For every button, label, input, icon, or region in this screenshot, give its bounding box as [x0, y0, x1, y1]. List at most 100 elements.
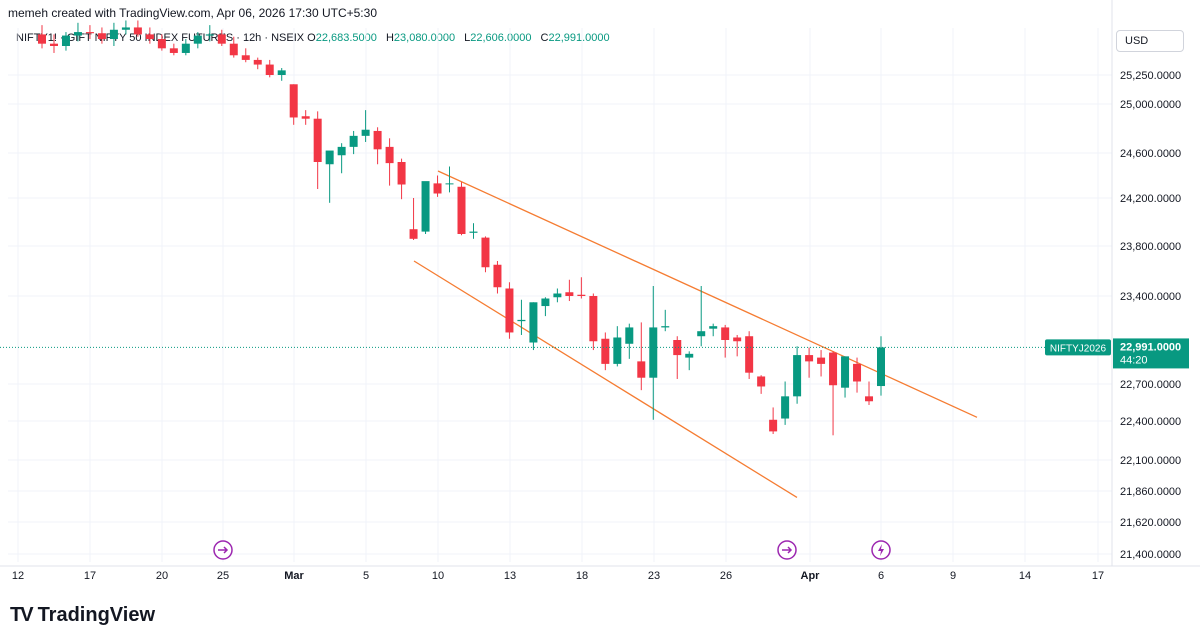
y-tick-label: 24,600.0000	[1120, 148, 1181, 160]
x-tick-label: 5	[363, 570, 369, 582]
price-tag-countdown: 44:20	[1120, 354, 1148, 366]
candle	[433, 175, 442, 197]
price-tag-symbol: NIFTYJ2026	[1050, 343, 1107, 354]
candle-body	[38, 34, 46, 44]
y-tick-label: 21,620.0000	[1120, 517, 1181, 529]
x-tick-label: 25	[217, 570, 229, 582]
candle-body	[505, 288, 514, 333]
candle-body	[373, 130, 382, 150]
candle-body	[145, 34, 154, 40]
legend-high-label: H	[385, 32, 394, 44]
candle-body	[361, 129, 370, 136]
candle-body	[469, 231, 478, 233]
candle	[829, 351, 838, 436]
candle-body	[397, 162, 406, 185]
candle	[589, 293, 598, 351]
candle	[397, 158, 406, 200]
candle	[373, 127, 382, 165]
candle-body	[313, 118, 322, 162]
candle-body	[733, 337, 742, 342]
tradingview-logo: TV TradingView	[10, 604, 155, 627]
candle	[289, 84, 298, 125]
candle-body	[589, 296, 598, 342]
candle-body	[553, 293, 562, 298]
price-tag-value: 22,991.0000	[1120, 341, 1181, 353]
candle	[517, 299, 526, 335]
candle	[661, 309, 670, 332]
x-tick-label: 12	[12, 570, 24, 582]
candle-body	[865, 396, 874, 402]
candle	[325, 150, 334, 203]
y-tick-label: 22,400.0000	[1120, 416, 1181, 428]
candle-body	[829, 352, 838, 386]
price-tag-bg	[1113, 338, 1189, 369]
event-marker-bolt-icon[interactable]	[871, 540, 891, 560]
candle	[529, 302, 538, 351]
candle-body	[613, 337, 622, 364]
candle	[805, 347, 814, 378]
event-markers	[213, 540, 891, 560]
x-tick-label: 13	[504, 570, 516, 582]
candle-body	[217, 34, 226, 44]
candle	[265, 59, 274, 78]
legend-open-value: 22,683.5000	[315, 32, 377, 44]
candle-body	[133, 27, 142, 35]
candle-body	[841, 356, 850, 388]
candle-body	[673, 340, 682, 356]
candle	[301, 110, 310, 125]
candle	[217, 29, 226, 46]
event-marker-arrow-icon[interactable]	[777, 540, 797, 560]
y-tick-label: 21,400.0000	[1120, 549, 1181, 561]
candle	[673, 336, 682, 379]
x-tick-label: Apr	[801, 570, 821, 582]
candle	[469, 223, 478, 239]
candle	[733, 334, 742, 357]
legend-high-value: 23,080.0000	[393, 32, 456, 44]
candle-body	[409, 229, 418, 239]
candle	[253, 57, 262, 70]
candle-body	[433, 183, 442, 194]
y-tick-label: 21,860.0000	[1120, 486, 1181, 498]
candle-body	[61, 35, 70, 46]
event-marker-arrow-icon[interactable]	[213, 540, 233, 560]
candle-body	[457, 186, 466, 234]
candle	[493, 261, 502, 294]
candle	[625, 323, 634, 359]
candle	[853, 357, 862, 393]
candle-body	[385, 146, 394, 164]
candle-body	[649, 327, 658, 378]
candle	[613, 326, 622, 367]
candle-body	[109, 29, 118, 40]
candle	[145, 27, 154, 44]
legend-close-label: C	[540, 32, 549, 44]
marker-arrow-glyph	[218, 546, 229, 554]
candle-body	[169, 48, 178, 53]
symbol-name: NIFTY1! · GIFT NIFTY 50 INDEX FUTURES · …	[16, 32, 305, 44]
x-tick-label: 17	[1092, 570, 1104, 582]
candle	[409, 198, 418, 240]
y-tick-label: 24,200.0000	[1120, 193, 1181, 205]
candle-body	[229, 43, 238, 56]
candle-body	[697, 331, 706, 337]
candle-body	[121, 27, 130, 30]
x-tick-label: 20	[156, 570, 168, 582]
candle-body	[205, 34, 214, 36]
candle	[313, 111, 322, 189]
price-tag-symbol-bg	[1045, 339, 1111, 356]
candle	[421, 181, 430, 234]
candle	[565, 279, 574, 302]
candle	[133, 20, 142, 37]
candle-body	[193, 35, 202, 44]
currency-selector[interactable]: USD	[1116, 30, 1184, 52]
price-chart[interactable]: 25,250.0000 25,000.0000 24,600.0000 24,200.…	[0, 0, 1200, 600]
candle	[709, 323, 718, 337]
legend-low-value: 22,606.0000	[470, 32, 532, 44]
candle-body	[565, 292, 574, 296]
candle	[841, 356, 850, 398]
candle	[49, 34, 58, 53]
chart-grid	[8, 28, 1112, 562]
candle-body	[181, 43, 190, 53]
candle-body	[577, 294, 586, 296]
candle-body	[781, 396, 790, 419]
candle	[757, 375, 766, 394]
